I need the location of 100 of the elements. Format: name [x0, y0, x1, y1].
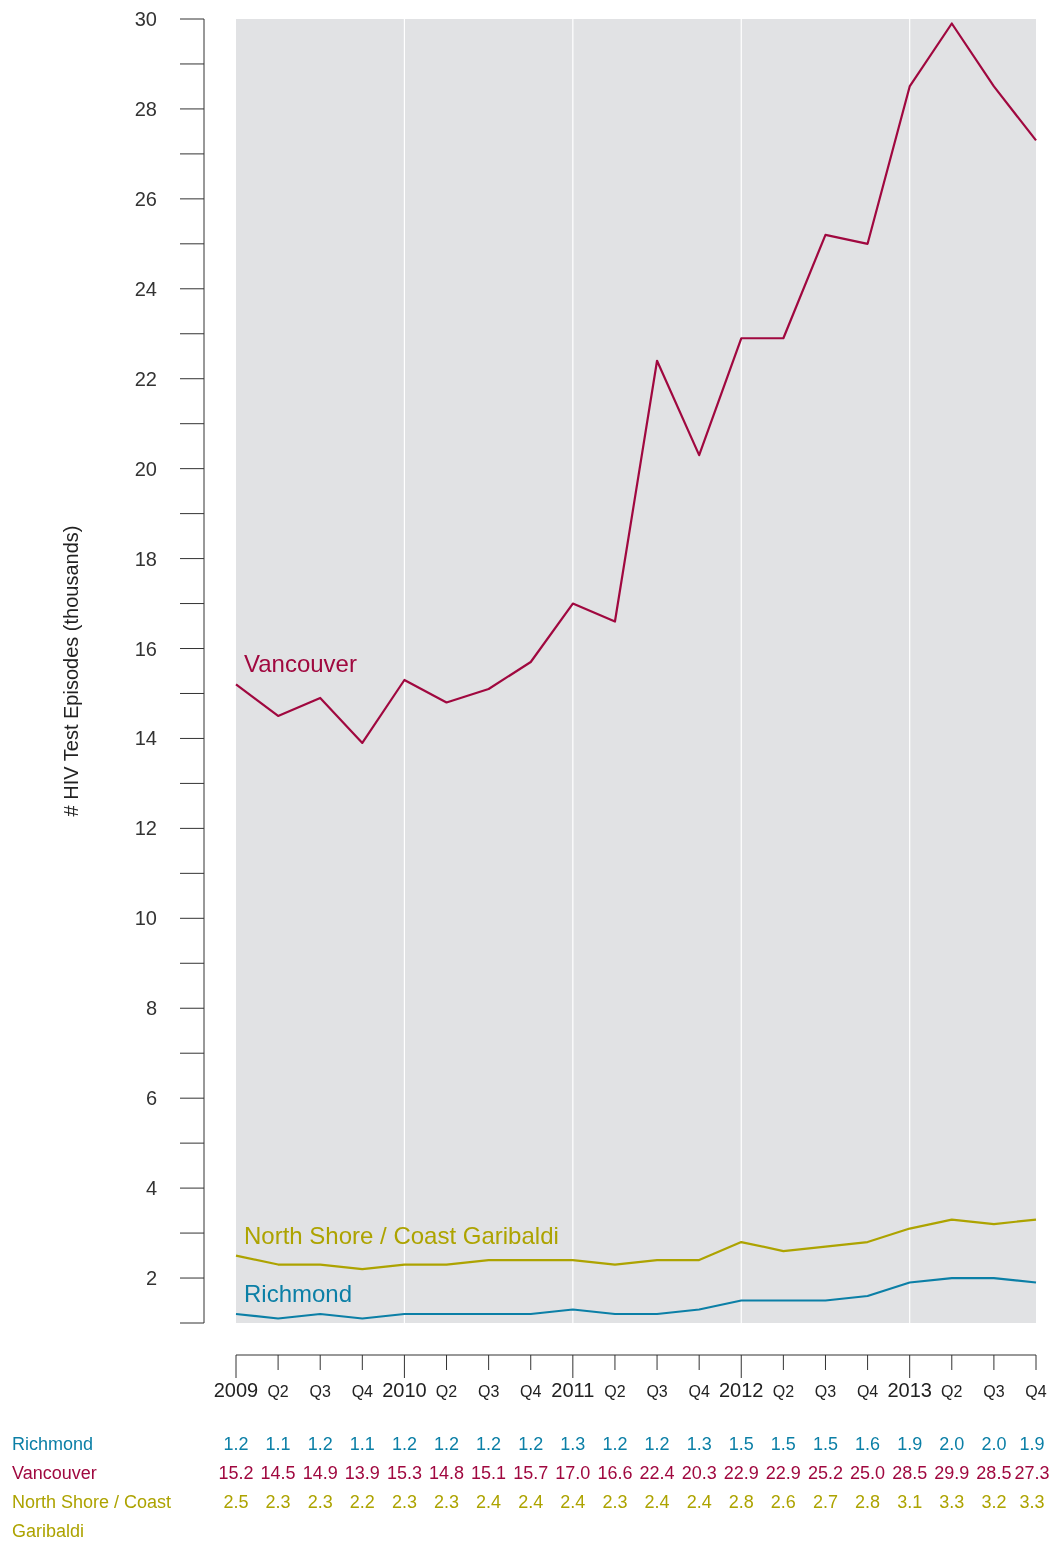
data-label: 2.8: [728, 1492, 754, 1512]
text: Vancouver: [12, 1463, 97, 1483]
data-label: 22.9: [765, 1463, 801, 1483]
x-tick-label: Q3: [814, 1383, 837, 1400]
series-label: North Shore / Coast Garibaldi: [244, 1221, 559, 1249]
y-tick-label: 20: [134, 457, 157, 480]
data-label: 16.6: [597, 1463, 633, 1483]
data-label: 14.5: [260, 1463, 296, 1483]
x-tick-label: Q4: [1025, 1383, 1047, 1400]
data-label: 1.2: [307, 1434, 333, 1454]
data-label: 13.9: [344, 1463, 380, 1483]
data-label: 3.2: [981, 1492, 1007, 1512]
data-label: 15.7: [513, 1463, 549, 1483]
data-label: 1.2: [476, 1434, 502, 1454]
data-label: 1.5: [728, 1434, 754, 1454]
data-label: 1.2: [602, 1434, 628, 1454]
data-label: 28.5: [892, 1463, 928, 1483]
data-label: 2.5: [223, 1492, 249, 1512]
data-label: 2.0: [981, 1434, 1007, 1454]
data-label: 1.1: [265, 1434, 291, 1454]
data-label: 1.6: [855, 1434, 881, 1454]
series-label: Richmond: [244, 1280, 353, 1308]
data-label: 28.5: [976, 1463, 1012, 1483]
data-label: 22.9: [723, 1463, 759, 1483]
x-tick-label: 2009: [213, 1379, 259, 1401]
data-label: 2.6: [770, 1492, 796, 1512]
data-label: 2.2: [349, 1492, 375, 1512]
data-label: 3.1: [897, 1492, 923, 1512]
series-label: Vancouver: [244, 650, 357, 678]
y-tick-label: 4: [145, 1177, 157, 1200]
data-label: 1.2: [223, 1434, 249, 1454]
data-label: 2.4: [686, 1492, 712, 1512]
text: Richmond: [12, 1434, 94, 1454]
data-label: 2.8: [855, 1492, 881, 1512]
data-label: 1.1: [349, 1434, 375, 1454]
x-tick-label: 2013: [887, 1379, 932, 1401]
data-label: 15.1: [471, 1463, 507, 1483]
data-label: 1.9: [1019, 1434, 1045, 1454]
data-label: 25.0: [850, 1463, 886, 1483]
data-label: 15.2: [218, 1463, 254, 1483]
x-tick-label: Q2: [772, 1383, 795, 1400]
y-tick-label: 30: [134, 8, 157, 30]
data-label: 2.7: [812, 1492, 838, 1512]
data-label: 1.2: [518, 1434, 544, 1454]
x-tick-label: 2010: [382, 1379, 427, 1401]
data-label: 2.4: [560, 1492, 586, 1512]
y-tick-label: 16: [134, 637, 157, 660]
x-tick-label: Q2: [267, 1383, 289, 1400]
data-label: 2.3: [265, 1492, 291, 1512]
data-label: 2.3: [307, 1492, 333, 1512]
line-series: [234, 1276, 1038, 1320]
x-tick-label: Q3: [477, 1383, 500, 1400]
x-tick-label: Q4: [856, 1383, 879, 1400]
line-series: [234, 22, 1038, 745]
x-tick-label: Q2: [435, 1383, 458, 1400]
data-label: 2.0: [939, 1434, 965, 1454]
y-axis-title: # HIV Test Episodes (thousands): [60, 525, 82, 817]
data-label: 2.3: [434, 1492, 460, 1512]
x-tick-label: 2011: [551, 1379, 595, 1401]
data-label: 14.9: [302, 1463, 338, 1483]
x-tick-label: Q3: [983, 1383, 1005, 1400]
y-tick-label: 12: [134, 817, 157, 840]
data-label: 20.3: [681, 1463, 717, 1483]
y-tick-label: 24: [134, 277, 157, 300]
data-label: 1.2: [434, 1434, 460, 1454]
x-tick-label: Q4: [520, 1383, 542, 1400]
data-label: 1.9: [897, 1434, 923, 1454]
x-tick-label: 2012: [719, 1379, 764, 1401]
data-label: 3.3: [939, 1492, 965, 1512]
data-label: 14.8: [429, 1463, 465, 1483]
y-tick-label: 10: [134, 907, 157, 930]
data-label: 15.3: [386, 1463, 422, 1483]
x-tick-label: Q4: [351, 1383, 374, 1400]
data-label: 2.4: [518, 1492, 544, 1512]
data-label: 17.0: [555, 1463, 591, 1483]
data-label: 2.3: [391, 1492, 417, 1512]
data-label: 27.3: [1014, 1463, 1050, 1483]
data-label: 25.2: [807, 1463, 843, 1483]
y-tick-label: 22: [134, 367, 157, 390]
data-label: 29.9: [934, 1463, 970, 1483]
x-tick-label: Q3: [309, 1383, 331, 1400]
y-tick-label: 2: [145, 1267, 157, 1290]
data-label: 22.4: [639, 1463, 675, 1483]
y-tick-label: 6: [145, 1087, 157, 1110]
data-label: 1.5: [770, 1434, 796, 1454]
data-label: 3.3: [1019, 1492, 1045, 1512]
y-tick-label: 8: [145, 997, 157, 1020]
data-label: 1.3: [686, 1434, 712, 1454]
x-tick-label: Q2: [604, 1383, 626, 1400]
data-label: 1.5: [812, 1434, 838, 1454]
x-tick-label: Q3: [646, 1383, 668, 1400]
data-label: 1.3: [560, 1434, 586, 1454]
x-tick-label: Q2: [941, 1383, 963, 1400]
data-label: 2.4: [644, 1492, 670, 1512]
y-tick-label: 14: [134, 727, 157, 750]
y-tick-label: 18: [134, 547, 157, 570]
data-label: 1.2: [644, 1434, 670, 1454]
line-series: [234, 1218, 1038, 1271]
y-tick-label: 28: [134, 97, 157, 120]
data-label: 2.3: [602, 1492, 628, 1512]
